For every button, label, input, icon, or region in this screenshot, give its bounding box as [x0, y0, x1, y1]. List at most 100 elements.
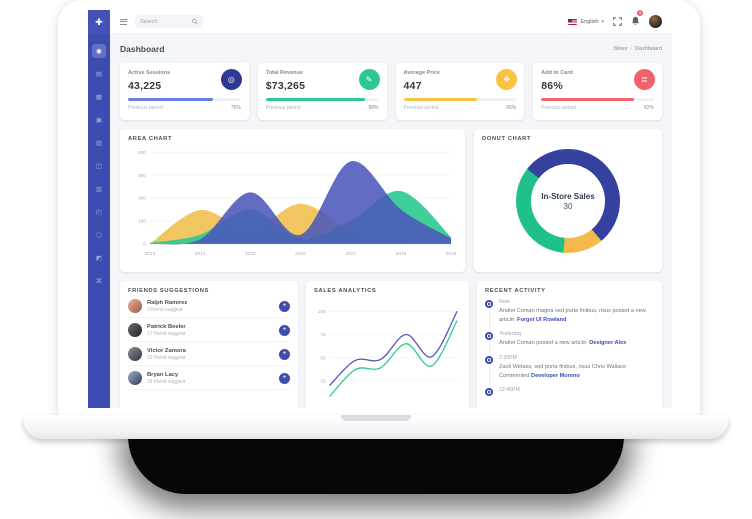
- stat-percent: 88%: [368, 105, 379, 111]
- progress-track: [265, 98, 379, 101]
- stat-value: 86%: [541, 80, 563, 92]
- timeline-dot-icon: [485, 355, 493, 364]
- area-chart-title: AREA CHART: [128, 136, 173, 142]
- stat-percent: 82%: [643, 105, 654, 111]
- area-chart-card: AREA CHART 0 100 200 300 400 2013 2014 2015 2016…: [120, 129, 465, 272]
- user-avatar[interactable]: [649, 15, 662, 28]
- sidebar-item-layouts-icon[interactable]: ▦: [95, 94, 103, 101]
- activity-text: Andrei Coman magna sed porta finibus, ri…: [499, 308, 646, 323]
- list-item: Now Andrei Coman magna sed porta finibus…: [485, 299, 654, 334]
- friends-title: FRIENDS SUGGESTIONS: [128, 288, 209, 294]
- chevron-down-icon: ▾: [601, 18, 604, 25]
- avatar: [128, 371, 142, 385]
- sidebar-item-widgets-icon[interactable]: ▧: [95, 140, 103, 147]
- page-header: Dashboard Steex › Dashboard: [120, 39, 662, 59]
- progress-fill: [128, 98, 213, 101]
- friend-name: Bryan Lacy: [147, 371, 179, 378]
- stat-footer-label: Previous period: [128, 105, 163, 111]
- add-friend-button[interactable]: +: [279, 324, 290, 336]
- svg-text:2015: 2015: [245, 251, 256, 257]
- stat-value: 43,225: [128, 80, 162, 92]
- breadcrumb-root[interactable]: Steex: [613, 46, 628, 52]
- stat-label: Add to Card: [541, 70, 573, 76]
- app-logo-icon[interactable]: ✚: [88, 10, 110, 34]
- area-chart: 0 100 200 300 400 2013 2014 2015 2016 2017 2018 201…: [138, 150, 457, 257]
- language-selector[interactable]: English ▾: [568, 18, 604, 25]
- svg-text:2017: 2017: [345, 251, 356, 257]
- stat-card-active-sessions: Active Sessions ◎ 43,225 Previous period…: [120, 63, 249, 120]
- stat-card-average-price: Average Price ❖ 447 Previous period 65%: [395, 63, 525, 120]
- sidebar-item-charts-icon[interactable]: ◰: [95, 209, 103, 216]
- friends-list: Ralph Ramirez 3 friend suggest + Patrick…: [128, 294, 290, 390]
- notifications-button[interactable]: 3: [631, 10, 643, 31]
- laptop-deck: [24, 415, 728, 439]
- activity-time: Now: [499, 299, 510, 305]
- friend-subtext: 3 friend suggest: [147, 306, 183, 313]
- svg-text:100: 100: [138, 219, 146, 225]
- timeline-dot-icon: [485, 332, 493, 341]
- activity-text: Andrei Coman posted a new article:: [499, 340, 588, 347]
- activity-link[interactable]: Developer Moreno: [531, 372, 580, 379]
- charts-row: AREA CHART 0 100 200 300 400 2013 2014 2015 2016…: [120, 129, 662, 272]
- tag-icon: ❖: [496, 69, 518, 90]
- progress-track: [403, 98, 517, 101]
- svg-text:300: 300: [138, 173, 146, 179]
- stat-footer-label: Previous period: [265, 105, 301, 111]
- fullscreen-icon[interactable]: [613, 17, 622, 26]
- page-body: Dashboard Steex › Dashboard Active Sessi…: [110, 33, 672, 408]
- donut-chart: In-Store Sales 30: [516, 149, 620, 253]
- globe-icon: ◎: [220, 69, 242, 90]
- sidebar-item-pages-icon[interactable]: ▣: [95, 117, 103, 124]
- laptop-screen: ✚ ◉ ▤ ▦ ▣ ▧ ◫ ▥ ◰ ⬡ ◩ ⌘: [58, 0, 700, 421]
- friend-name: Patrick Beeler: [147, 323, 186, 330]
- donut-center: In-Store Sales 30: [531, 164, 605, 238]
- search-box[interactable]: [134, 15, 204, 28]
- list-item[interactable]: Ralph Ramirez 3 friend suggest +: [128, 294, 290, 318]
- list-item[interactable]: Bryan Lacy 18 friend suggest +: [128, 366, 290, 390]
- activity-text: Zack Wetass, sed porta finibus, risus Ch…: [499, 363, 627, 379]
- friend-subtext: 12 friend suggest: [147, 354, 186, 361]
- search-input[interactable]: [140, 18, 192, 25]
- search-icon: [192, 18, 198, 25]
- donut-chart-title: DONUT CHART: [482, 136, 532, 142]
- avatar: [128, 347, 142, 361]
- activity-link[interactable]: Forget UI Rowland: [517, 316, 567, 323]
- stat-card-add-to-card: Add to Card ≣ 86% Previous period 82%: [533, 63, 662, 120]
- avatar: [128, 323, 142, 337]
- sidebar-item-dashboard-icon[interactable]: ◉: [92, 44, 106, 58]
- friend-name: Victor Zamora: [147, 347, 186, 354]
- sidebar-item-apps-icon[interactable]: ▤: [95, 71, 103, 78]
- sidebar-item-maps-icon[interactable]: ◩: [95, 255, 103, 262]
- add-friend-button[interactable]: +: [279, 372, 290, 384]
- bell-icon: [632, 16, 639, 25]
- hamburger-menu-icon[interactable]: [120, 18, 127, 25]
- friend-name: Ralph Ramirez: [147, 299, 188, 306]
- timeline-dot-icon: [485, 300, 493, 308]
- progress-track: [541, 98, 654, 101]
- sidebar-item-icons-icon[interactable]: ⬡: [96, 232, 102, 239]
- sidebar-item-tables-icon[interactable]: ▥: [95, 186, 103, 193]
- sidebar-item-share-icon[interactable]: ⌘: [95, 278, 103, 285]
- progress-fill: [265, 98, 365, 101]
- pencil-icon: ✎: [358, 69, 380, 90]
- breadcrumb-separator-icon: ›: [630, 46, 633, 52]
- timeline-dot-icon: [485, 388, 493, 397]
- friends-suggestions-card: FRIENDS SUGGESTIONS Ralph Ramirez 3 frie…: [120, 281, 298, 408]
- list-item[interactable]: Patrick Beeler 17 friend suggest +: [128, 318, 290, 342]
- list-item[interactable]: Victor Zamora 12 friend suggest +: [128, 342, 290, 366]
- progress-fill: [541, 98, 634, 101]
- add-friend-button[interactable]: +: [279, 348, 290, 360]
- stat-footer-label: Previous period: [403, 105, 439, 111]
- donut-chart-card: DONUT CHART In-Store Sales 30: [474, 129, 662, 272]
- activity-title: RECENT ACTIVITY: [485, 288, 546, 294]
- sales-analytics-card: SALES ANALYTICS 25 50 75 100: [306, 281, 469, 408]
- activity-link[interactable]: Designer Alex: [589, 340, 627, 347]
- progress-fill: [403, 98, 477, 101]
- us-flag-icon: [568, 18, 578, 25]
- recent-activity-card: RECENT ACTIVITY Now Andrei Coman magna s…: [477, 281, 662, 408]
- sidebar-item-forms-icon[interactable]: ◫: [95, 163, 103, 170]
- sidebar-nav: ◉ ▤ ▦ ▣ ▧ ◫ ▥ ◰ ⬡ ◩ ⌘: [88, 34, 110, 288]
- add-friend-button[interactable]: +: [279, 300, 290, 312]
- sales-analytics-chart: 25 50 75 100: [318, 309, 458, 397]
- friend-subtext: 17 friend suggest: [147, 330, 186, 337]
